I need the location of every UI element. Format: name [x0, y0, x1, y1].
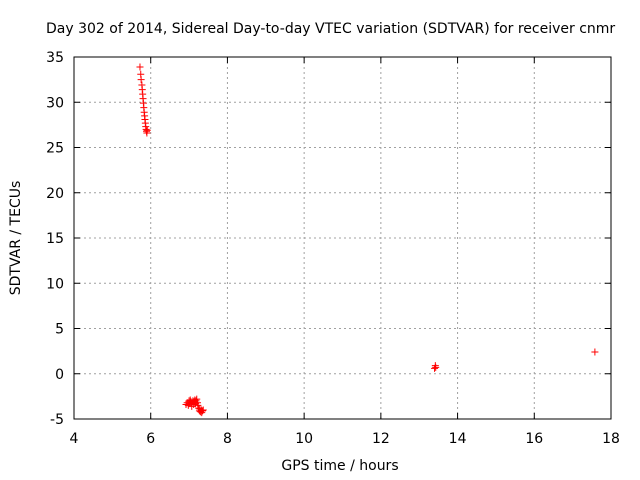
x-tick-label: 4 [70, 431, 79, 447]
x-tick-label: 8 [223, 431, 232, 447]
data-point [432, 363, 440, 371]
y-tick-label: 0 [55, 367, 64, 383]
y-tick-label: 5 [55, 322, 64, 338]
x-tick-label: 16 [525, 431, 543, 447]
y-tick-label: 25 [46, 141, 64, 157]
data-points [136, 63, 599, 417]
x-axis-label: GPS time / hours [281, 458, 398, 474]
x-tick-labels: 4 6 8 10 12 14 16 18 [70, 431, 620, 447]
chart-title: Day 302 of 2014, Sidereal Day-to-day VTE… [46, 21, 615, 37]
y-axis-label: SDTVAR / TECUs [8, 181, 24, 296]
x-tick-label: 14 [449, 431, 467, 447]
data-point [193, 395, 201, 403]
y-tick-labels: -5 0 5 10 15 20 25 30 35 [46, 50, 64, 428]
data-point [198, 407, 206, 415]
y-tick-label: 35 [46, 50, 64, 66]
x-tick-label: 12 [372, 431, 390, 447]
data-point [192, 397, 200, 405]
y-tick-label: 10 [46, 276, 64, 292]
data-point [136, 63, 144, 71]
data-point [137, 76, 145, 84]
plot-frame [73, 56, 612, 420]
y-tick-label: 20 [46, 186, 64, 202]
y-tick-label: 30 [46, 95, 64, 111]
x-tick-label: 10 [295, 431, 313, 447]
y-tick-label: 15 [46, 231, 64, 247]
data-point [143, 126, 151, 134]
data-point [199, 406, 207, 414]
data-point [184, 401, 192, 409]
x-tick-label: 6 [146, 431, 155, 447]
x-tick-label: 18 [602, 431, 620, 447]
data-point [591, 348, 599, 356]
y-tick-label: -5 [50, 412, 64, 428]
grid-layer [74, 57, 611, 419]
